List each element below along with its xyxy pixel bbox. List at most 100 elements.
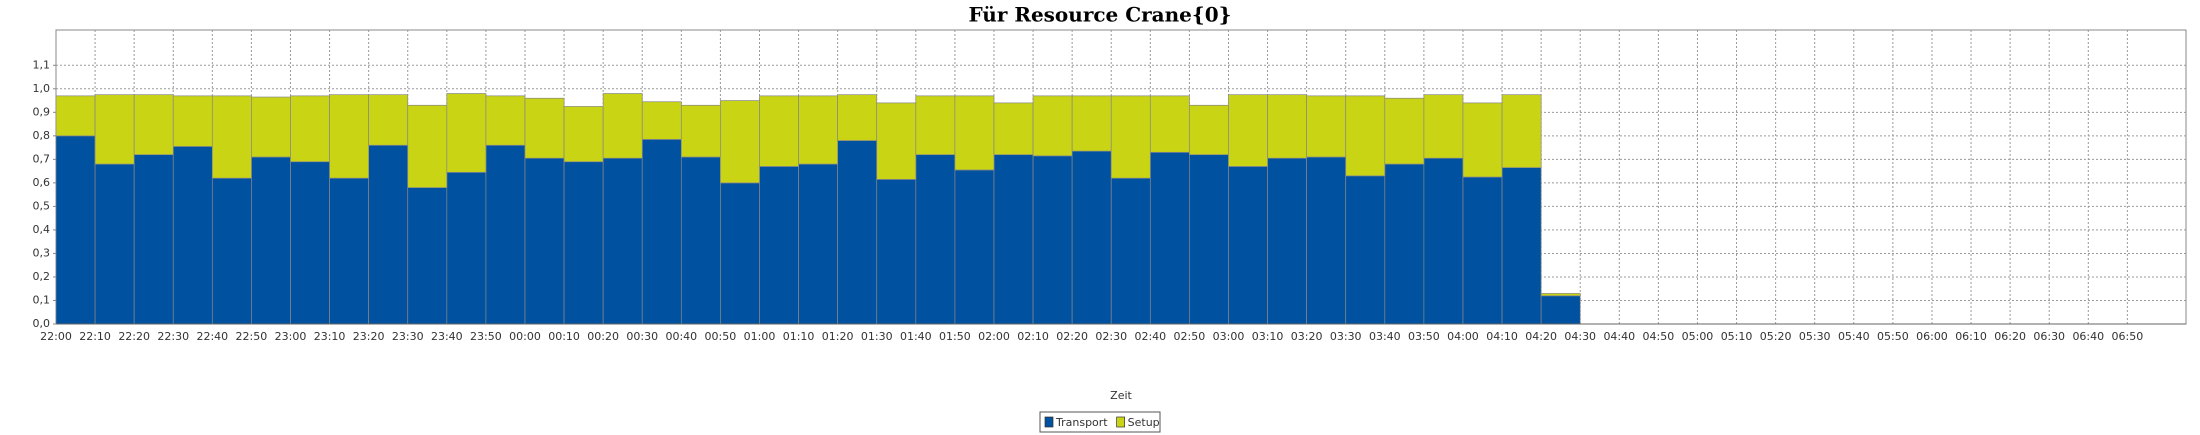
bar-segment — [641, 139, 682, 325]
bar-segment — [915, 154, 956, 325]
y-tick-label: 0,3 — [33, 246, 51, 259]
bar-segment — [1189, 154, 1229, 325]
bar-segment — [563, 106, 604, 163]
bar-segment — [1228, 166, 1268, 325]
bar-segment — [1306, 156, 1347, 325]
chart-title: Für Resource Crane{0} — [968, 3, 1231, 27]
bar-segment — [1501, 167, 1542, 325]
x-tick-label: 03:00 — [1213, 330, 1245, 343]
bar-segment — [446, 93, 487, 173]
bar-segment — [94, 94, 135, 165]
bar-segment — [1306, 95, 1347, 158]
x-tick-label: 06:40 — [2072, 330, 2104, 343]
y-tick-label: 0,0 — [33, 317, 51, 330]
x-tick-label: 06:30 — [2033, 330, 2065, 343]
x-tick-label: 00:50 — [705, 330, 737, 343]
bar-segment — [759, 166, 799, 325]
bar-segment — [1462, 176, 1503, 325]
bar-segment — [290, 95, 330, 163]
bar-segment — [1071, 95, 1112, 152]
x-tick-label: 23:50 — [470, 330, 502, 343]
bar-segment — [251, 156, 291, 325]
bar-segment — [837, 94, 878, 141]
x-tick-label: 01:20 — [822, 330, 854, 343]
x-tick-label: 05:40 — [1838, 330, 1870, 343]
legend-box — [1039, 411, 1161, 433]
x-tick-label: 04:30 — [1564, 330, 1596, 343]
y-tick-label: 1,1 — [33, 58, 51, 71]
bar-segment — [1267, 157, 1307, 325]
bar-segment — [993, 154, 1034, 325]
bar-segment — [524, 157, 565, 325]
y-tick-label: 0,5 — [33, 199, 51, 212]
x-tick-label: 04:50 — [1643, 330, 1675, 343]
bar-segment — [915, 95, 956, 156]
x-tick-label: 00:40 — [665, 330, 697, 343]
x-tick-label: 03:40 — [1369, 330, 1401, 343]
legend-swatch — [1116, 416, 1125, 428]
bar-segment — [954, 95, 995, 171]
bar-segment — [485, 144, 526, 325]
bar-segment — [446, 171, 487, 325]
x-tick-label: 04:10 — [1486, 330, 1518, 343]
bar-segment — [1149, 151, 1190, 325]
x-tick-label: 05:30 — [1799, 330, 1831, 343]
x-tick-label: 01:10 — [783, 330, 815, 343]
bar-segment — [368, 144, 409, 325]
bar-segment — [1384, 97, 1425, 165]
x-tick-label: 22:50 — [236, 330, 268, 343]
y-tick-label: 0,9 — [33, 105, 51, 118]
bar-segment — [1267, 94, 1307, 159]
bar-segment — [602, 157, 643, 325]
bar-segment — [1032, 95, 1073, 157]
bar-segment — [1071, 150, 1112, 325]
bar-segment — [211, 177, 252, 325]
bar-segment — [1345, 175, 1386, 325]
bar-segment — [798, 95, 839, 165]
x-tick-label: 23:40 — [431, 330, 463, 343]
bar-segment — [524, 97, 565, 159]
bar-segment — [133, 154, 174, 325]
bar-segment — [876, 102, 917, 180]
bar-segment — [993, 102, 1034, 156]
legend-label: Transport — [1055, 416, 1108, 429]
x-tick-label: 04:20 — [1525, 330, 1557, 343]
x-tick-label: 23:10 — [314, 330, 346, 343]
bar-segment — [1501, 94, 1542, 168]
bar-segment — [680, 156, 721, 325]
bar-segment — [1423, 157, 1464, 325]
x-tick-label: 01:40 — [900, 330, 932, 343]
x-tick-label: 04:40 — [1603, 330, 1635, 343]
bar-segment — [602, 93, 643, 159]
x-tick-label: 23:30 — [392, 330, 424, 343]
bar-segment — [720, 100, 760, 184]
x-tick-label: 00:10 — [548, 330, 580, 343]
x-tick-label: 22:00 — [40, 330, 72, 343]
bar-segment — [1189, 104, 1229, 156]
bar-segment — [1032, 155, 1073, 325]
x-tick-label: 23:20 — [353, 330, 385, 343]
x-tick-label: 02:00 — [978, 330, 1010, 343]
legend-label: Setup — [1128, 416, 1160, 429]
x-tick-label: 03:50 — [1408, 330, 1440, 343]
x-tick-label: 06:50 — [2112, 330, 2144, 343]
y-tick-label: 0,4 — [33, 223, 51, 236]
x-tick-label: 01:50 — [939, 330, 971, 343]
x-tick-label: 03:20 — [1291, 330, 1323, 343]
bar-segment — [211, 95, 252, 179]
x-tick-label: 22:30 — [157, 330, 189, 343]
x-tick-label: 06:20 — [1994, 330, 2026, 343]
x-tick-label: 05:00 — [1682, 330, 1714, 343]
x-tick-label: 05:50 — [1877, 330, 1909, 343]
bar-segment — [1384, 163, 1425, 325]
bar-segment — [251, 96, 291, 158]
x-tick-label: 00:00 — [509, 330, 541, 343]
x-tick-label: 02:40 — [1134, 330, 1166, 343]
bar-segment — [172, 146, 213, 325]
bar-segment — [1345, 95, 1386, 177]
x-tick-label: 05:10 — [1721, 330, 1753, 343]
x-tick-label: 22:20 — [118, 330, 150, 343]
x-tick-label: 00:20 — [587, 330, 619, 343]
bar-segment — [407, 104, 448, 188]
